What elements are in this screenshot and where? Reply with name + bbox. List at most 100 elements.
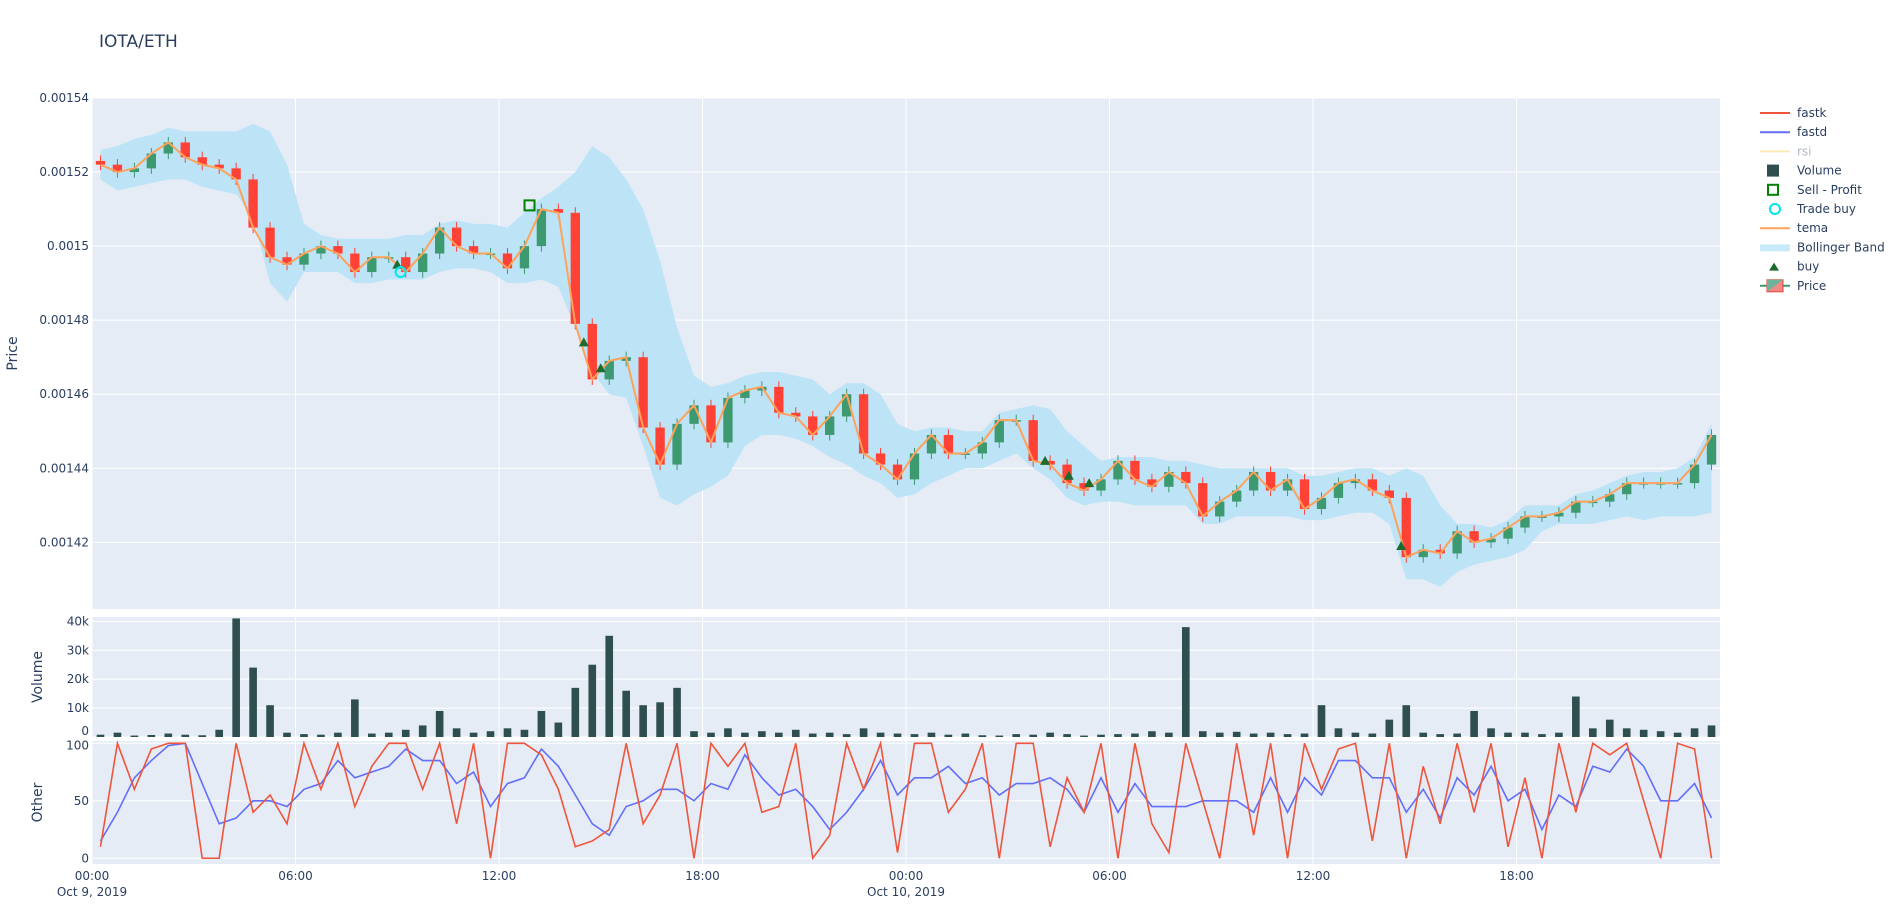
x-tick-label: 12:00 [1296, 869, 1331, 883]
volume-bar [1148, 731, 1156, 737]
legend-label: Trade buy [1796, 202, 1856, 216]
volume-bar [469, 732, 478, 737]
volume-bar [588, 664, 597, 737]
candle [1452, 531, 1462, 554]
legend-item-trade-buy[interactable]: Trade buy [1769, 202, 1856, 216]
price-y-axis-label: Price [5, 336, 21, 370]
candle [1350, 479, 1361, 484]
legend-item-tema[interactable]: tema [1760, 221, 1828, 235]
volume-bar [1198, 731, 1207, 737]
legend-item-rsi[interactable]: rsi [1760, 144, 1812, 158]
tema-line [100, 141, 1713, 559]
candle [808, 416, 818, 435]
volume-bar [741, 732, 749, 737]
volume-bar [232, 618, 240, 737]
trade-buy-legend-icon [1769, 203, 1781, 215]
volume-bar [1249, 733, 1258, 737]
volume-bar [978, 735, 987, 737]
volume-bar [1029, 734, 1038, 737]
candle [1045, 460, 1055, 465]
other-y-tick-label: 50 [74, 794, 89, 808]
volume-bar [1572, 696, 1580, 737]
candle [282, 257, 292, 265]
volume-y-axis-label: Volume [30, 651, 46, 703]
volume-bar [351, 699, 359, 737]
volume-bar [147, 734, 156, 737]
volume-legend-icon [1767, 164, 1779, 177]
volume-bar [1487, 728, 1495, 737]
legend-item-price[interactable]: Price [1760, 279, 1826, 293]
volume-bar [910, 734, 919, 737]
candle [350, 253, 360, 273]
volume-bar [1215, 732, 1224, 737]
buy-marker [578, 337, 589, 347]
candle [1232, 490, 1242, 502]
candle [180, 142, 190, 158]
x-tick-label: 06:00 [1092, 869, 1127, 883]
x-tick-label: 18:00 [685, 869, 720, 883]
volume-bar [384, 732, 393, 737]
legend-item-fastk[interactable]: fastk [1760, 106, 1827, 120]
other-y-tick-label: 0 [81, 851, 89, 865]
volume-bar [1317, 705, 1326, 737]
volume-bar [1538, 734, 1546, 737]
volume-bar [1283, 734, 1292, 737]
x-tick-label: 18:00 [1499, 869, 1534, 883]
candle [146, 153, 157, 169]
candle [1333, 483, 1344, 498]
candle [299, 253, 309, 265]
other-y-tick-label: 100 [66, 738, 89, 752]
candle [1265, 471, 1276, 491]
candle [1299, 479, 1310, 510]
volume-bar [1453, 733, 1461, 737]
buy-marker [1396, 541, 1407, 551]
candle [451, 227, 462, 247]
volume-bar [1385, 719, 1394, 737]
volume-bar [1419, 732, 1428, 737]
volume-bar [1622, 728, 1631, 737]
candle [1113, 460, 1123, 480]
candle [1418, 549, 1428, 558]
candle [825, 416, 835, 435]
legend-item-buy[interactable]: buy [1769, 260, 1819, 274]
candle [129, 168, 140, 173]
volume-bar [774, 732, 783, 737]
legend-item-volume[interactable]: Volume [1767, 164, 1842, 178]
candle [1689, 464, 1700, 484]
legend-item-fastd[interactable]: fastd [1760, 125, 1827, 139]
price-layer [95, 123, 1717, 587]
legend-label: fastk [1797, 106, 1827, 120]
volume-bar [1656, 731, 1665, 737]
legend-label: fastd [1797, 125, 1827, 139]
volume-bar [215, 729, 224, 737]
candle [367, 257, 377, 273]
volume-bar [1555, 732, 1563, 737]
candle [1571, 501, 1581, 513]
volume-bar [249, 667, 257, 737]
candle [1248, 471, 1259, 491]
candle [740, 390, 750, 398]
candle [926, 434, 937, 454]
legend-label: rsi [1797, 144, 1812, 158]
volume-bar [1046, 732, 1054, 737]
volume-bar [656, 702, 664, 737]
volume-bar [1588, 728, 1597, 737]
volume-bar [130, 735, 139, 737]
volume-bar [452, 728, 461, 737]
legend-item-sell-profit[interactable]: Sell - Profit [1767, 183, 1862, 197]
legend-item-bollinger-band[interactable]: Bollinger Band [1760, 240, 1885, 254]
volume-bar [1436, 734, 1445, 737]
volume-bar [808, 733, 817, 737]
price-y-tick-label: 0.00152 [39, 165, 89, 179]
candle [1316, 497, 1327, 510]
volume-bar [537, 710, 546, 737]
candle [1605, 494, 1615, 502]
volume-bar [961, 733, 970, 737]
price-y-tick-label: 0.00148 [39, 313, 89, 327]
volume-bar [1165, 732, 1173, 737]
volume-bar [1470, 710, 1478, 737]
candle [1198, 483, 1208, 517]
volume-bar [571, 687, 580, 737]
candle [757, 386, 767, 391]
chart-title: IOTA/ETH [99, 32, 178, 52]
